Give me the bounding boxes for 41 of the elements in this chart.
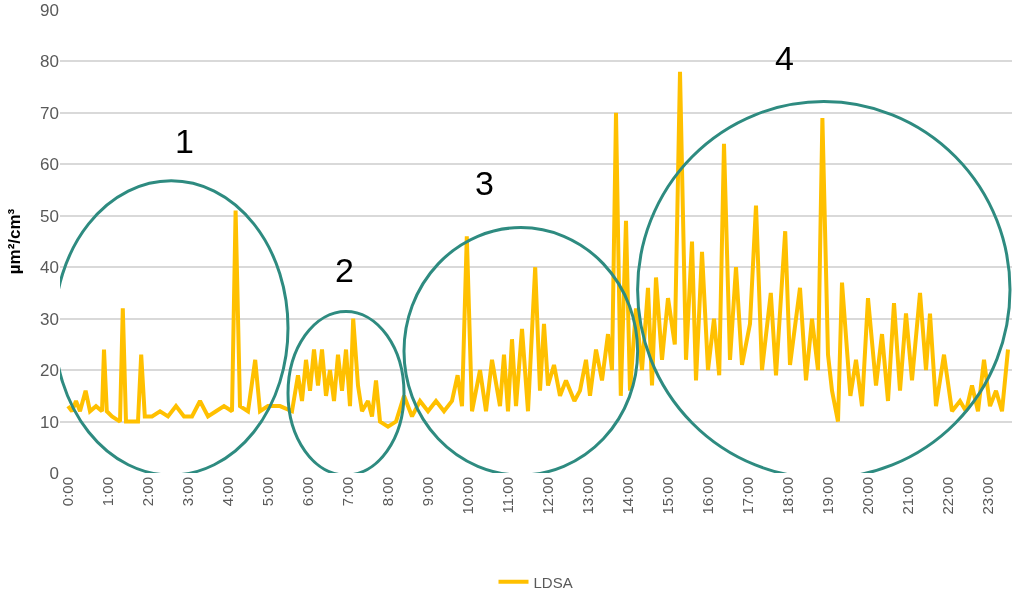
x-tick-label: 12:00 [538, 477, 556, 515]
x-tick-label: 3:00 [178, 477, 196, 507]
y-tick-label: 80 [40, 52, 59, 72]
legend-label: LDSA [533, 573, 573, 591]
annotation: 4 [775, 39, 794, 77]
x-tick-label: 4:00 [218, 477, 236, 507]
y-tick-label: 60 [40, 155, 59, 175]
x-tick-label: 2:00 [138, 477, 156, 507]
y-tick-label: 70 [40, 103, 59, 123]
x-tick-label: 11:00 [498, 477, 516, 514]
x-tick-label: 0:00 [58, 477, 76, 507]
x-tick-label: 5:00 [258, 477, 276, 507]
x-tick-label: 6:00 [298, 477, 316, 507]
x-tick-label: 18:00 [778, 477, 796, 515]
y-axis-title: µm²/cm³ [4, 208, 24, 275]
y-tick-label: 40 [40, 258, 59, 278]
y-tick-label: 0 [49, 463, 59, 483]
x-tick-label: 9:00 [418, 477, 436, 507]
x-tick-label: 23:00 [978, 477, 996, 515]
x-tick-label: 22:00 [938, 477, 956, 515]
annotation: 1 [175, 122, 194, 160]
x-tick-label: 16:00 [698, 477, 716, 515]
x-tick-label: 20:00 [858, 477, 876, 515]
x-tick-label: 1:00 [98, 477, 116, 507]
x-tick-label: 17:00 [738, 477, 756, 515]
x-tick-label: 7:00 [338, 477, 356, 507]
x-tick-label: 15:00 [658, 477, 676, 515]
y-tick-label: 90 [40, 0, 59, 20]
x-tick-label: 13:00 [578, 477, 596, 515]
y-tick-label: 20 [40, 361, 59, 381]
x-tick-label: 21:00 [898, 477, 916, 515]
x-tick-label: 19:00 [818, 477, 836, 515]
x-tick-label: 8:00 [378, 477, 396, 507]
x-tick-label: 10:00 [458, 477, 476, 515]
annotation: 3 [475, 164, 494, 202]
y-tick-label: 10 [40, 412, 59, 432]
annotation: 2 [335, 251, 354, 289]
line-series [66, 69, 1010, 429]
y-tick-label: 50 [40, 206, 59, 226]
x-tick-label: 14:00 [618, 477, 636, 515]
y-tick-label: 30 [40, 309, 59, 329]
